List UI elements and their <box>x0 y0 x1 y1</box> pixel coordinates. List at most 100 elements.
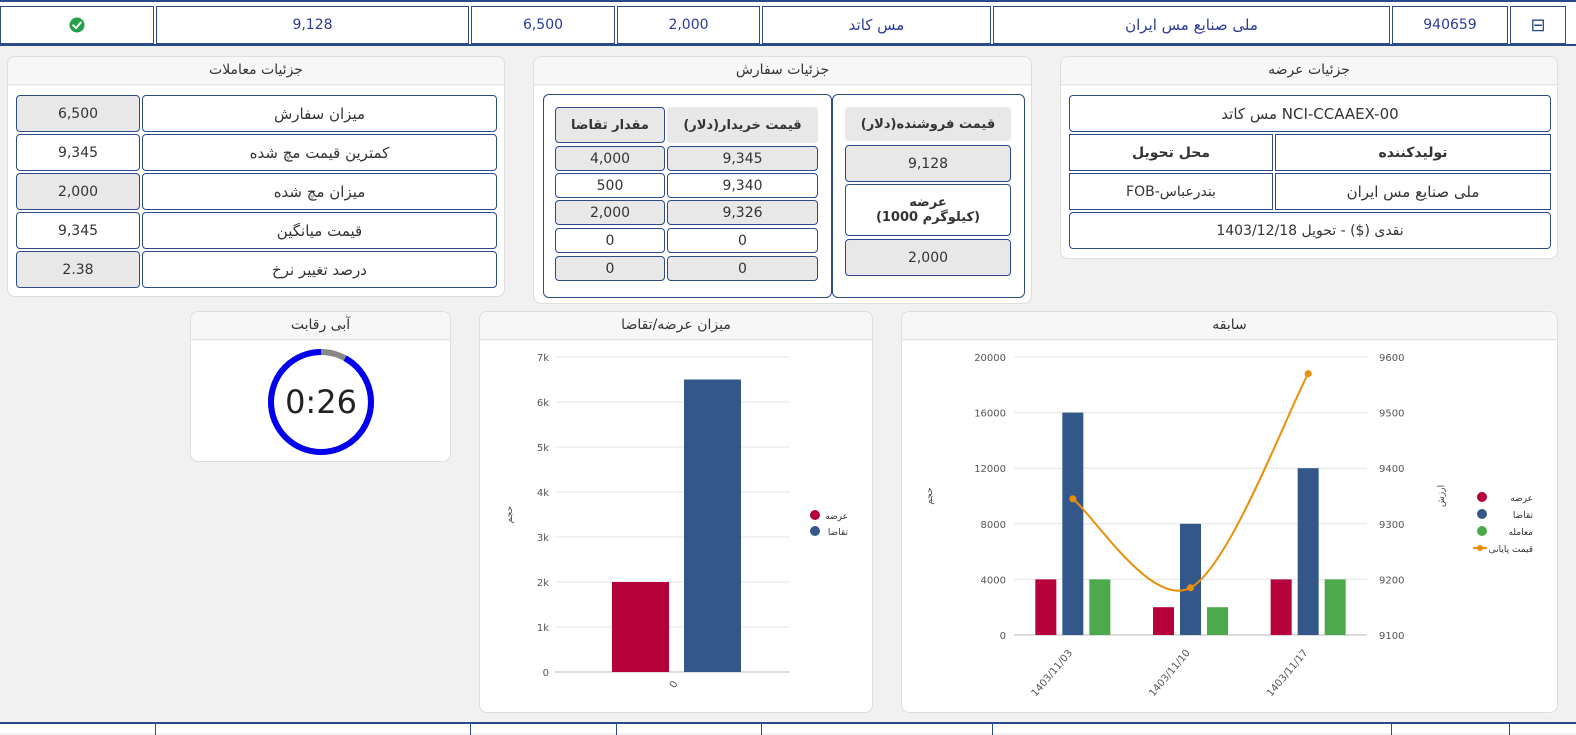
bid-qty: 2,000 <box>555 200 665 225</box>
bid-price: 0 <box>667 256 818 281</box>
closing-price-point <box>1304 370 1312 378</box>
offer-product: مس کاتد NCI-CCAAEX-00 <box>1069 95 1551 132</box>
legend-marker <box>810 510 820 520</box>
bar-demand <box>684 379 741 672</box>
trade-details-panel: جزئیات معاملات میزان سفارش 6,500 کمترین … <box>7 56 505 297</box>
seller-price-header: قیمت فروشنده(دلار) <box>845 107 1011 141</box>
legend-label: تقاضا <box>828 528 849 538</box>
legend-label: عرضه <box>825 512 848 522</box>
competition-panel: آبی رقابت 0:26 <box>190 311 451 462</box>
status-cell <box>0 6 154 44</box>
producer-value: ملی صنایع مس ایران <box>1275 173 1551 210</box>
supply-demand-chart: 0 1k 2k 3k 4k 5k 6k 7k حجم 0 عرضه تقاضا <box>505 353 849 690</box>
legend-label: معامله <box>1508 528 1533 538</box>
legend-marker <box>1477 492 1487 502</box>
bid-qty: 500 <box>555 173 665 198</box>
x-tick-label: 1403/11/03 <box>1030 648 1075 699</box>
bid-qty: 4,000 <box>555 146 665 171</box>
y-tick-label: 2k <box>537 578 549 589</box>
y2-tick-label: 9200 <box>1379 575 1404 586</box>
bar-demand <box>1297 468 1319 635</box>
y2-axis-label: ارزش <box>1437 485 1447 507</box>
bid-price: 9,326 <box>667 200 818 225</box>
y-tick-label: 0 <box>543 668 549 679</box>
supply-demand-chart-title: میزان عرضه/تقاضا <box>480 312 872 340</box>
y-tick-label: 7k <box>537 353 549 364</box>
bar-trade <box>1089 579 1111 635</box>
y2-tick-label: 9300 <box>1379 520 1404 531</box>
order-details-panel: جزئیات سفارش قیمت فروشنده(دلار) 9,128 عر… <box>533 56 1032 304</box>
bar-trade <box>1324 579 1346 635</box>
bar-demand <box>1062 412 1084 635</box>
demand-qty-header: مقدار تقاضا <box>555 107 665 143</box>
next-order-row[interactable] <box>0 722 1576 735</box>
trade-label: میزان سفارش <box>142 95 497 132</box>
bid-qty: 0 <box>555 256 665 281</box>
price-cell: 9,128 <box>156 6 469 44</box>
demand-cell: 6,500 <box>471 6 615 44</box>
legend-label: عرضه <box>1510 494 1533 504</box>
y-tick-label: 0 <box>1000 631 1006 642</box>
producer-header: تولیدکننده <box>1275 134 1551 171</box>
buyer-price-header: قیمت خریدار(دلار) <box>667 107 818 143</box>
y-tick-label: 1k <box>537 623 549 634</box>
bar-supply <box>612 582 669 672</box>
delivery-header: محل تحویل <box>1069 134 1273 171</box>
timer-ring <box>268 349 374 455</box>
trade-value: 6,500 <box>16 95 140 132</box>
bar-trade <box>1207 607 1228 635</box>
y-axis-label: حجم <box>925 487 935 504</box>
legend-label: تقاضا <box>1513 511 1534 521</box>
collapse-icon[interactable]: ⊟ <box>1530 14 1546 36</box>
bid-price: 9,345 <box>667 146 818 171</box>
y-tick-label: 5k <box>537 443 549 454</box>
x-tick-label: 1403/11/17 <box>1265 648 1310 699</box>
legend-marker <box>1477 526 1487 536</box>
producer-cell: ملی صنایع مس ایران <box>993 6 1390 44</box>
order-code: 940659 <box>1392 6 1508 44</box>
order-row[interactable]: ⊟ 940659 ملی صنایع مس ایران مس کاتد 2,00… <box>0 0 1576 46</box>
trade-label: میزان مچ شده <box>142 173 497 210</box>
legend-label: قیمت پایانی <box>1489 545 1533 555</box>
timer-value: 0:26 <box>285 383 357 421</box>
bar-supply <box>1270 579 1292 635</box>
bar-supply <box>1035 579 1057 635</box>
y-tick-label: 4000 <box>981 575 1006 586</box>
supply-demand-chart-panel: میزان عرضه/تقاضا 0 1k 2k 3k 4k 5k 6k 7k حجم 0 عرضه… <box>479 311 873 713</box>
bid-price: 9,340 <box>667 173 818 198</box>
collapse-toggle-cell[interactable]: ⊟ <box>1510 6 1566 44</box>
x-tick-label: 1403/11/10 <box>1147 648 1192 699</box>
trade-label: کمترین قیمت مچ شده <box>142 134 497 171</box>
offer-value: 2,000 <box>845 239 1011 276</box>
y-tick-label: 12000 <box>974 464 1006 475</box>
y2-tick-label: 9500 <box>1379 409 1404 420</box>
check-circle-icon <box>69 17 85 33</box>
history-chart-panel: سابقه 0 4000 8000 12000 16000 20000 9100 9200 93… <box>901 311 1558 713</box>
competition-title: آبی رقابت <box>191 312 450 340</box>
bar-supply <box>1153 607 1174 635</box>
history-chart: 0 4000 8000 12000 16000 20000 9100 9200 9300 9400… <box>925 353 1534 699</box>
trade-label: قیمت میانگین <box>142 212 497 249</box>
y-tick-label: 16000 <box>974 409 1006 420</box>
offer-details-title: جزئیات عرضه <box>1061 57 1557 85</box>
y2-tick-label: 9100 <box>1379 631 1404 642</box>
closing-price-point <box>1069 495 1077 503</box>
y-tick-label: 8000 <box>981 520 1006 531</box>
y-tick-label: 3k <box>537 533 549 544</box>
legend-marker <box>1477 509 1487 519</box>
seller-price-value: 9,128 <box>845 145 1011 182</box>
y-tick-label: 4k <box>537 488 549 499</box>
order-details-title: جزئیات سفارش <box>534 57 1031 85</box>
history-chart-title: سابقه <box>902 312 1557 340</box>
bid-qty: 0 <box>555 228 665 253</box>
y-tick-label: 6k <box>537 398 549 409</box>
trade-value: 2,000 <box>16 173 140 210</box>
y-tick-label: 20000 <box>974 353 1006 364</box>
trade-details-title: جزئیات معاملات <box>8 57 504 85</box>
payment-info: نقدی ($) - تحویل 1403/12/18 <box>1069 212 1551 249</box>
commodity-cell: مس کاتد <box>762 6 991 44</box>
legend-marker <box>1477 545 1483 551</box>
y2-tick-label: 9400 <box>1379 464 1404 475</box>
y-axis-label: حجم <box>505 506 515 523</box>
x-tick-label: 0 <box>668 679 681 690</box>
